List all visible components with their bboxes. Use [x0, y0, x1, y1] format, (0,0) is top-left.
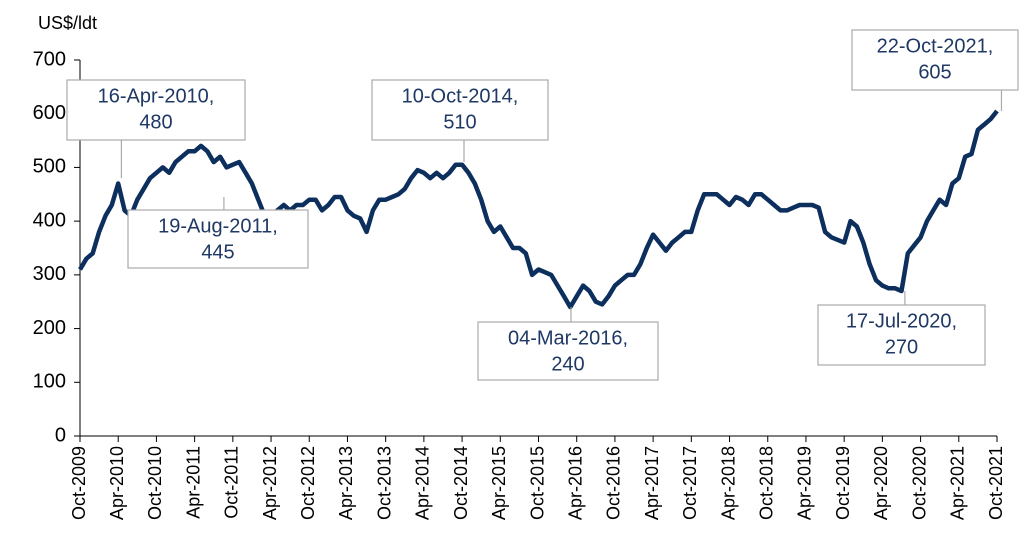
annotation-date: 04-Mar-2016, [508, 327, 628, 349]
x-tick-label: Apr-2016 [565, 446, 585, 520]
x-tick-label: Apr-2011 [183, 446, 203, 519]
annotation-box [477, 321, 659, 381]
annotation-date: 10-Oct-2014, [402, 85, 519, 107]
annotation-date: 22-Oct-2021, [877, 35, 994, 57]
annotation-box [851, 29, 1019, 91]
x-tick-label: Oct-2014 [451, 446, 471, 520]
x-tick-label: Apr-2015 [489, 446, 509, 520]
x-tick-label: Oct-2009 [69, 446, 89, 520]
annotation-box [371, 79, 549, 141]
y-tick-label: 300 [33, 263, 66, 285]
y-tick-label: 400 [33, 209, 66, 231]
annotation-date: 17-Jul-2020, [846, 310, 957, 332]
x-tick-label: Oct-2012 [298, 446, 318, 520]
y-axis-label: US$/ldt [38, 13, 97, 33]
annotation-value: 480 [139, 111, 172, 133]
annotation-box [127, 209, 309, 269]
x-tick-label: Apr-2013 [336, 446, 356, 520]
annotation-value: 240 [551, 353, 584, 375]
y-tick-label: 500 [33, 156, 66, 178]
x-tick-label: Oct-2020 [909, 446, 929, 520]
x-tick-label: Oct-2017 [680, 446, 700, 520]
x-tick-label: Apr-2018 [718, 446, 738, 520]
x-tick-label: Oct-2013 [374, 446, 394, 520]
y-tick-label: 0 [55, 424, 66, 446]
annotation-date: 16-Apr-2010, [98, 85, 215, 107]
x-tick-label: Oct-2015 [527, 446, 547, 520]
y-tick-label: 700 [33, 48, 66, 70]
x-tick-label: Oct-2016 [604, 446, 624, 520]
x-tick-label: Apr-2019 [795, 446, 815, 520]
line-series [78, 109, 999, 310]
x-tick-label: Apr-2012 [260, 446, 280, 520]
annotation-value: 605 [918, 61, 951, 83]
x-tick-label: Oct-2011 [222, 446, 242, 519]
annotation-value: 445 [201, 241, 234, 263]
annotation-date: 19-Aug-2011, [158, 215, 278, 237]
annotation-value: 510 [443, 111, 476, 133]
x-tick-label: Apr-2014 [413, 446, 433, 520]
y-tick-label: 600 [33, 102, 66, 124]
annotation-box [66, 79, 246, 141]
y-tick-label: 100 [33, 371, 66, 393]
x-tick-label: Oct-2018 [757, 446, 777, 520]
x-tick-label: Apr-2020 [871, 446, 891, 520]
y-tick-label: 200 [33, 317, 66, 339]
annotation-value: 270 [885, 336, 918, 358]
x-tick-label: Oct-2021 [986, 446, 1006, 520]
x-tick-label: Apr-2021 [948, 446, 968, 520]
annotation-box [817, 304, 986, 366]
x-tick-label: Apr-2017 [642, 446, 662, 520]
x-tick-label: Oct-2010 [145, 446, 165, 520]
x-tick-label: Oct-2019 [833, 446, 853, 520]
x-tick-label: Apr-2010 [107, 446, 127, 520]
